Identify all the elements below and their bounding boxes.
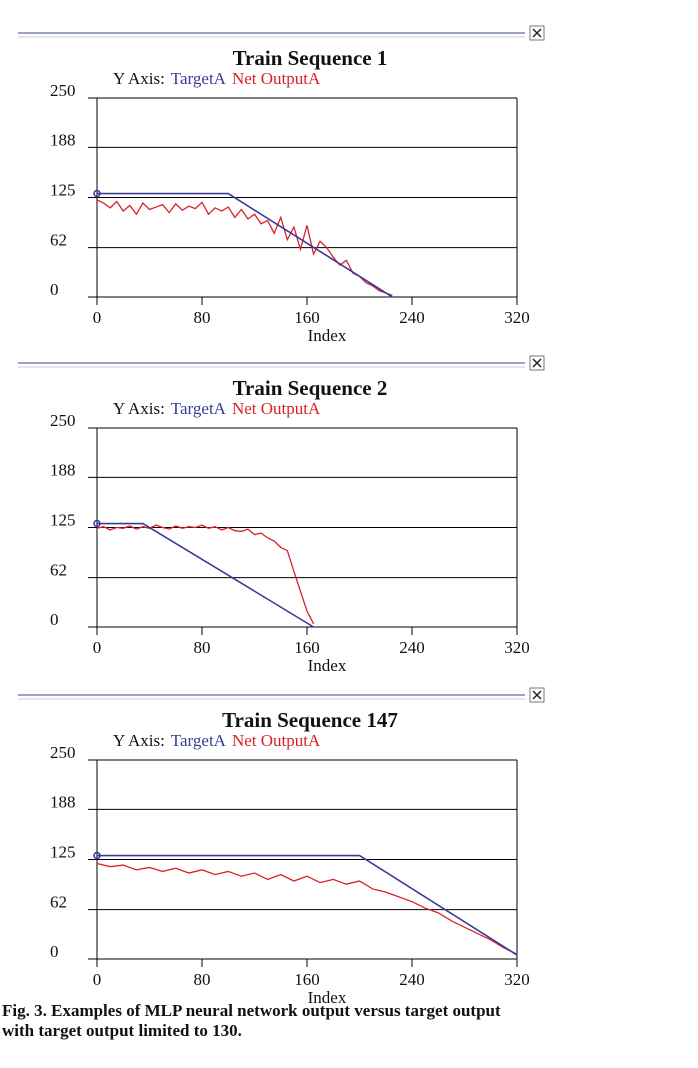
y-tick-label: 125 [50,842,76,861]
x-axis-label: Index [308,656,347,675]
x-axis-label: Index [308,326,347,345]
series-line [97,192,393,298]
legend-entry: Net OutputA [232,399,321,418]
legend-entry: TargetA [171,399,227,418]
legend-entry: Net OutputA [232,69,321,88]
y-tick-label: 188 [50,460,76,479]
x-tick-label: 240 [399,638,425,657]
x-tick-label: 80 [194,638,211,657]
start-marker [93,189,101,198]
close-icon [532,358,542,368]
y-tick-label: 250 [50,81,76,100]
y-tick-label: 0 [50,610,59,629]
y-tick-label: 62 [50,561,67,580]
x-tick-label: 160 [294,638,320,657]
y-tick-label: 188 [50,792,76,811]
x-axis-label: Index [308,988,347,1007]
legend-entry: TargetA [171,69,227,88]
y-tick-label: 0 [50,280,59,299]
x-tick-label: 320 [504,970,530,989]
y-tick-label: 62 [50,893,67,912]
start-marker [93,851,101,860]
x-tick-label: 240 [399,308,425,327]
legend-title: Y Axis: [113,731,165,750]
chart-title: Train Sequence 2 [233,376,388,400]
y-tick-label: 125 [50,510,76,529]
x-tick-label: 0 [93,970,102,989]
legend-title: Y Axis: [113,69,165,88]
legend-entry: TargetA [171,731,227,750]
caption-line: Fig. 3. Examples of MLP neural network o… [2,1001,501,1020]
y-tick-label: 250 [50,743,76,762]
y-tick-label: 125 [50,180,76,199]
chart-title: Train Sequence 1 [233,46,388,70]
series-line [96,862,518,955]
x-tick-label: 0 [93,308,102,327]
legend-entry: Net OutputA [232,731,321,750]
legend: Y Axis: TargetA Net OutputA [113,399,321,418]
legend: Y Axis: TargetA Net OutputA [113,69,321,88]
close-icon [532,28,542,38]
series-line [97,854,518,956]
close-icon [532,690,542,700]
x-tick-label: 240 [399,970,425,989]
series-line [96,524,315,625]
x-tick-label: 160 [294,970,320,989]
series-line [96,199,393,297]
x-tick-label: 320 [504,638,530,657]
x-tick-label: 160 [294,308,320,327]
start-marker [93,519,101,528]
caption-line: with target output limited to 130. [2,1021,242,1040]
y-tick-label: 0 [50,942,59,961]
x-tick-label: 0 [93,638,102,657]
legend: Y Axis: TargetA Net OutputA [113,731,321,750]
series-line [97,522,314,628]
x-tick-label: 320 [504,308,530,327]
legend-title: Y Axis: [113,399,165,418]
y-tick-label: 188 [50,130,76,149]
x-tick-label: 80 [194,308,211,327]
y-tick-label: 250 [50,411,76,430]
y-tick-label: 62 [50,231,67,250]
chart-title: Train Sequence 147 [222,708,398,732]
x-tick-label: 80 [194,970,211,989]
